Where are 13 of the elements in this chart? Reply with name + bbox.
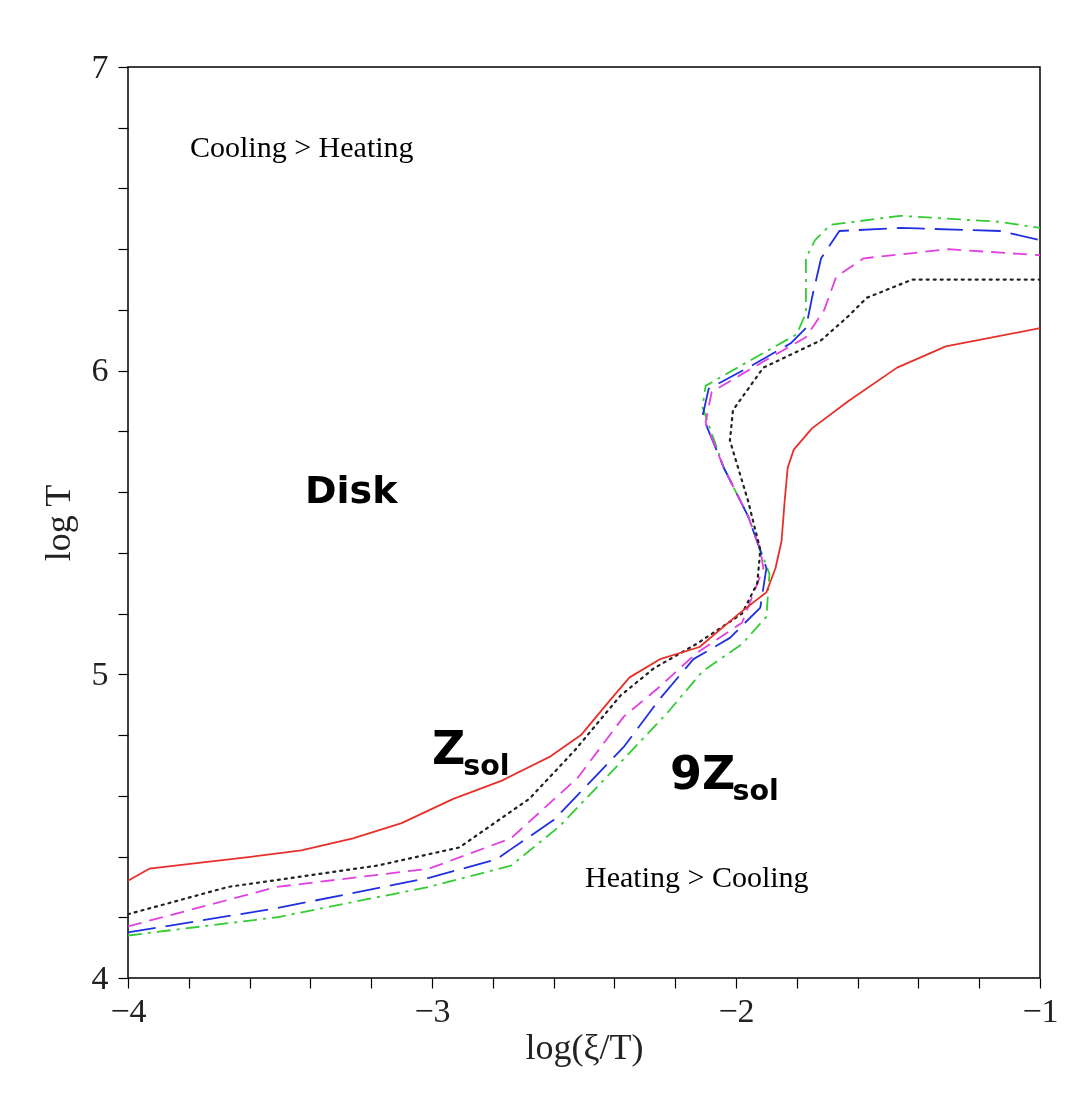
y-axis-title: log T — [37, 484, 78, 562]
annotation: Disk — [305, 468, 399, 512]
x-tick-label: −2 — [718, 991, 755, 1029]
x-axis-title: log(ξ/T) — [525, 1026, 644, 1067]
annotation: Cooling > Heating — [190, 130, 414, 163]
x-tick-label: −4 — [110, 991, 147, 1029]
y-tick-label: 4 — [91, 958, 109, 996]
x-tick-label: −1 — [1022, 991, 1059, 1029]
y-tick-label: 5 — [91, 654, 109, 692]
y-tick-label: 6 — [91, 351, 109, 389]
x-tick-label: −3 — [414, 991, 451, 1029]
y-tick-label: 7 — [91, 47, 109, 85]
annotation: Heating > Cooling — [585, 860, 809, 893]
